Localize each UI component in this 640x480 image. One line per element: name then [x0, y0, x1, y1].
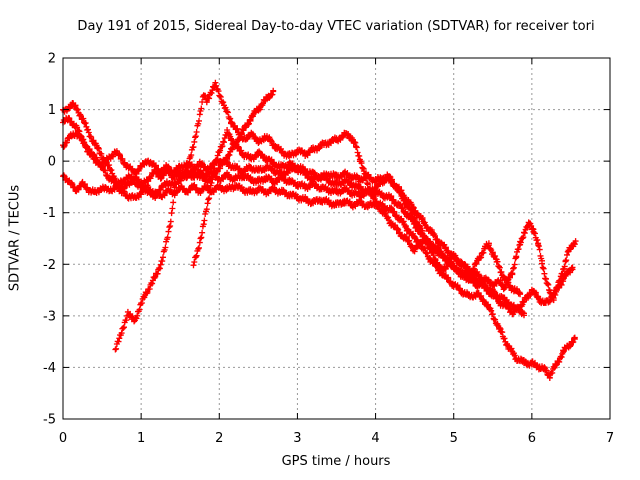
x-tick-label: 1 [137, 431, 145, 446]
x-axis-label: GPS time / hours [281, 454, 391, 469]
plot-border [62, 57, 611, 420]
x-tick-label: 6 [528, 431, 536, 446]
y-tick-label: -2 [43, 258, 56, 273]
series-trace-2 [60, 100, 578, 381]
x-tick-label: 2 [215, 431, 223, 446]
y-tick-label: -5 [43, 413, 56, 428]
y-tick-label: -3 [43, 309, 56, 324]
y-axis-label: SDTVAR / TECUs [7, 184, 23, 292]
x-tick-label: 3 [293, 431, 301, 446]
series-trace-4 [112, 79, 576, 353]
x-tick-label: 7 [606, 431, 614, 446]
x-tick-label: 4 [371, 431, 379, 446]
y-tick-label: 1 [48, 103, 56, 118]
y-tick-label: -1 [43, 206, 56, 221]
x-tick-label: 0 [59, 431, 67, 446]
x-tick-label: 5 [450, 431, 458, 446]
y-tick-label: 0 [48, 155, 56, 170]
y-tick-label: -4 [43, 361, 56, 376]
y-tick-label: 2 [48, 52, 56, 67]
chart-title: Day 191 of 2015, Sidereal Day-to-day VTE… [77, 19, 595, 34]
